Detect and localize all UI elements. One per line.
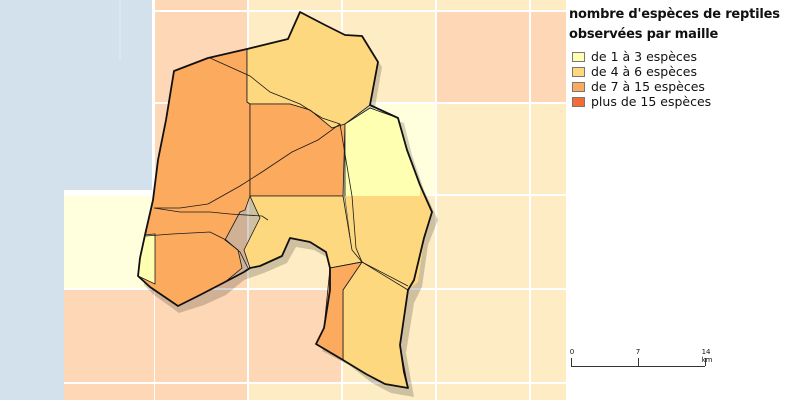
scale-label-14: 14 km <box>701 348 713 364</box>
commune-boundaries <box>145 57 409 287</box>
legend-panel: nombre d'espèces de reptiles observées p… <box>566 0 792 400</box>
legend-swatch <box>572 51 585 62</box>
legend-item: plus de 15 espèces <box>572 94 711 109</box>
legend-swatch <box>572 66 585 77</box>
commune-east-center[interactable] <box>343 188 432 290</box>
legend-label: de 1 à 3 espèces <box>591 49 697 64</box>
legend-title: nombre d'espèces de reptiles observées p… <box>569 5 789 45</box>
scale-label-0: 0 <box>569 348 575 356</box>
legend-label: de 7 à 15 espèces <box>591 79 705 94</box>
legend-swatch <box>572 96 585 107</box>
legend-items: de 1 à 3 espèces de 4 à 6 espèces de 7 à… <box>572 49 711 109</box>
scale-tick <box>571 358 572 366</box>
scale-tick <box>638 358 639 366</box>
scale-bar: 0 7 14 km <box>569 348 713 378</box>
legend-item: de 1 à 3 espèces <box>572 49 711 64</box>
sea-area <box>0 0 152 190</box>
study-area-outline <box>137 11 433 389</box>
scale-label-7: 7 <box>635 348 641 356</box>
legend-swatch <box>572 81 585 92</box>
legend-item: de 7 à 15 espèces <box>572 79 711 94</box>
scale-tick <box>705 358 706 366</box>
communes <box>137 11 433 389</box>
legend-label: plus de 15 espèces <box>591 94 712 109</box>
sea-area-lower <box>0 190 64 400</box>
legend-title-line1: nombre d'espèces de reptiles <box>569 7 780 22</box>
scale-line <box>571 366 705 367</box>
map-canvas[interactable] <box>0 0 566 400</box>
legend-item: de 4 à 6 espèces <box>572 64 711 79</box>
legend-label: de 4 à 6 espèces <box>591 64 697 79</box>
legend-title-line2: observées par maille <box>569 27 719 42</box>
